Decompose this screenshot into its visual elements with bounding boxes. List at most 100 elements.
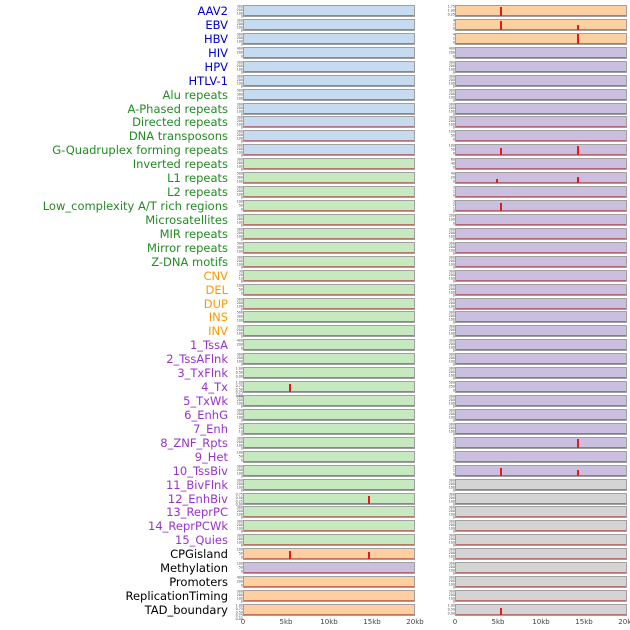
track-panel-right	[455, 408, 627, 421]
y-tick-label: 400	[236, 339, 243, 344]
track-row: L1 repeats 500 300 100 40 20 0	[0, 171, 630, 185]
y-axis-tick-labels: 300 200 100 0	[443, 298, 455, 311]
y-tick-label: 300	[236, 408, 243, 413]
row-label: 9_Het	[194, 449, 228, 464]
y-axis-tick-labels: 300 200 100 0	[231, 61, 243, 74]
y-tick-label: 200	[448, 314, 455, 319]
y-tick-label: 200	[448, 565, 455, 570]
track-row: L2 repeats 300 200 100 0 2 1 0	[0, 185, 630, 200]
y-axis-tick-labels: 300 200 100 0	[443, 242, 455, 255]
row-label: Z-DNA motifs	[151, 254, 228, 269]
track-panel-right	[455, 492, 627, 505]
y-tick-label: 100	[448, 304, 455, 308]
y-tick-label: 300	[448, 422, 455, 427]
y-tick-label: 100	[236, 331, 243, 336]
y-tick-label: 200	[236, 398, 243, 403]
row-label: 12_EnhBiv	[167, 491, 228, 506]
y-axis-tick-labels: 300 200 100 0	[443, 75, 455, 88]
y-tick-label: 100	[236, 596, 243, 601]
y-tick-label: 200	[448, 412, 455, 417]
track-panel-right	[455, 381, 627, 394]
y-axis-tick-labels: 300 200 100 0	[231, 214, 243, 227]
y-tick-label: 100	[236, 220, 243, 225]
y-tick-label: 100	[236, 304, 243, 308]
track-panel-right	[455, 213, 627, 226]
y-axis-tick-labels: 300 200 100 0	[231, 145, 243, 158]
y-tick-label: 200	[236, 50, 243, 55]
y-tick-label: 300	[236, 186, 243, 190]
y-tick-label: 200	[236, 147, 243, 152]
y-tick-label: 300	[448, 492, 455, 497]
y-tick-label: 300	[236, 534, 243, 539]
y-tick-label: 100	[236, 401, 243, 406]
row-label: HPV	[204, 59, 228, 74]
track-panel-right	[455, 172, 627, 185]
y-tick-label: 200	[236, 22, 243, 27]
y-tick-label: 10	[238, 429, 243, 434]
y-tick-label: 2	[452, 203, 455, 208]
y-tick-label: 100	[448, 513, 455, 517]
y-axis-tick-labels: 400 200 0	[231, 576, 243, 588]
track-panel-right	[455, 367, 627, 380]
y-axis-tick-labels: 300 200 100 0	[443, 395, 455, 409]
y-axis-tick-labels: 300 200 100 0	[231, 590, 243, 603]
y-tick-label: 200	[236, 36, 243, 40]
y-tick-label: 100	[448, 248, 455, 253]
y-axis-tick-labels: 300 200 100 0	[443, 590, 455, 604]
track-panel-right	[455, 562, 627, 575]
y-tick-label: 0	[240, 42, 243, 47]
track-panel-left	[243, 32, 415, 45]
y-tick-label: 100	[448, 234, 455, 239]
track-panel-left	[243, 172, 415, 185]
track-row: 8_ZNF_Rpts 300 200 100 0 3 2 1 0	[0, 436, 630, 450]
track-panel-right	[455, 18, 627, 31]
y-tick-label: 100	[448, 345, 455, 350]
y-tick-label: 200	[236, 77, 243, 82]
y-tick-label: 300	[236, 394, 243, 399]
track-panel-left	[243, 353, 415, 366]
row-label: Promoters	[169, 575, 228, 590]
y-tick-label: 200	[236, 343, 243, 347]
signal-spike	[576, 146, 579, 156]
y-tick-label: 200	[448, 523, 455, 528]
y-tick-label: 300	[448, 88, 455, 93]
x-tick-label: 15kb	[575, 618, 593, 626]
signal-spike	[499, 607, 502, 615]
y-tick-label: 0	[452, 599, 455, 604]
y-tick-label: 50	[238, 203, 243, 208]
row-label: 1_TssA	[189, 338, 228, 353]
y-tick-label: 1	[452, 206, 455, 211]
row-label: 3_TxFlnk	[177, 366, 228, 381]
track-panel-left	[243, 46, 415, 59]
y-tick-label: 500	[236, 172, 243, 176]
track-panel-left	[243, 408, 415, 421]
track-row: 1_TssA 400 200 0 300 200 100 0	[0, 338, 630, 354]
y-tick-label: 0	[452, 349, 455, 354]
x-tick-label: 0	[452, 618, 458, 626]
track-panel-right	[455, 88, 627, 101]
row-label: 5_TxWk	[183, 394, 228, 409]
y-tick-label: 100	[448, 373, 455, 378]
y-tick-label: 300	[236, 130, 243, 135]
y-tick-label: 3	[452, 436, 455, 441]
track-panel-right	[455, 130, 627, 143]
y-tick-label: 30	[238, 269, 243, 274]
track-row: CNV 30 20 10 0 300 200 100 0	[0, 269, 630, 283]
track-panel-right	[455, 353, 627, 366]
y-tick-label: 300	[236, 116, 243, 121]
y-tick-label: 1.00	[235, 603, 243, 608]
y-tick-label: 200	[236, 412, 243, 417]
y-tick-label: 0	[452, 404, 455, 409]
y-tick-label: 300	[236, 478, 243, 483]
track-panel-left	[243, 269, 415, 282]
y-tick-label: 100	[236, 319, 243, 323]
x-tick-label: 5kb	[279, 618, 293, 626]
row-label: DUP	[203, 296, 228, 311]
signal-spike	[499, 147, 502, 156]
y-axis-tick-labels: 300 200 100 0	[231, 394, 243, 408]
row-label: 4_Tx	[201, 380, 228, 395]
y-tick-label: 200	[236, 217, 243, 222]
y-axis-tick-labels: 300 200 100 0	[443, 548, 455, 561]
y-axis-tick-labels: 300 200 100 0	[231, 116, 243, 130]
